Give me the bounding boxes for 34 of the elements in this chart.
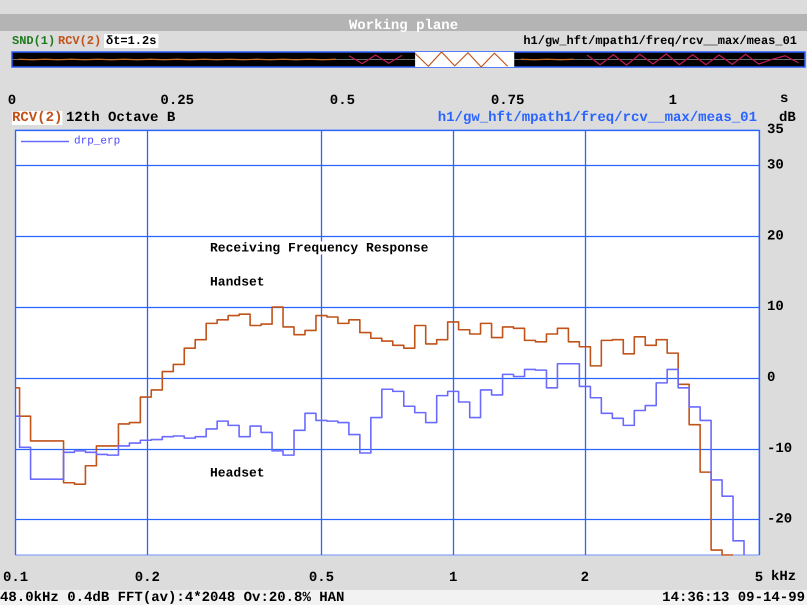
x-tick-label: 2 [580, 570, 590, 586]
text: 48.0kHz 0.4dB FFT(av):4*2048 Ov:20.8% HAN [0, 590, 344, 605]
y-tick-label: 20 [767, 228, 784, 244]
annotation: Receiving Frequency Response [210, 240, 429, 256]
x-tick-label: 0.5 [330, 93, 356, 109]
y-tick-label: -20 [767, 512, 792, 528]
text: 12th Octave B [66, 110, 176, 126]
x-tick-label: 1 [448, 570, 458, 586]
y-tick-label: 10 [767, 299, 784, 316]
text: RCV(2) [12, 110, 62, 126]
x-tick-label: 0.5 [308, 570, 334, 586]
x-axis-title: s [780, 91, 788, 107]
x-tick-label: 1 [668, 93, 678, 109]
x-tick-label: 0.1 [2, 570, 28, 586]
x-axis-title: kHz [771, 569, 796, 585]
text: h1/gw_hft/mpath1/freq/rcv__max/meas_01 [523, 34, 797, 48]
y-tick-label: -10 [767, 440, 792, 457]
legend-label: drp_erp [74, 136, 120, 148]
y-tick-label: 30 [767, 157, 784, 174]
text: h1/gw_hft/mpath1/freq/rcv__max/meas_01 [438, 110, 757, 126]
y-tick-label: 35 [767, 122, 784, 138]
y-tick-label: 0 [767, 370, 776, 386]
annotation: Headset [210, 466, 265, 480]
x-tick-label: 0.75 [490, 93, 524, 109]
x-tick-label: 0.2 [134, 570, 160, 586]
text: SND(1) [12, 34, 56, 48]
annotation: Handset [210, 274, 265, 290]
text: RCV(2) [58, 34, 102, 48]
text: 14:36:13 09-14-99 [662, 590, 805, 605]
x-tick-label: 5 [754, 570, 764, 586]
x-tick-label: 0 [8, 93, 16, 109]
chart-title: Working plane [348, 18, 458, 34]
text: δt=1.2s [106, 34, 156, 48]
x-tick-label: 0.25 [160, 93, 194, 109]
